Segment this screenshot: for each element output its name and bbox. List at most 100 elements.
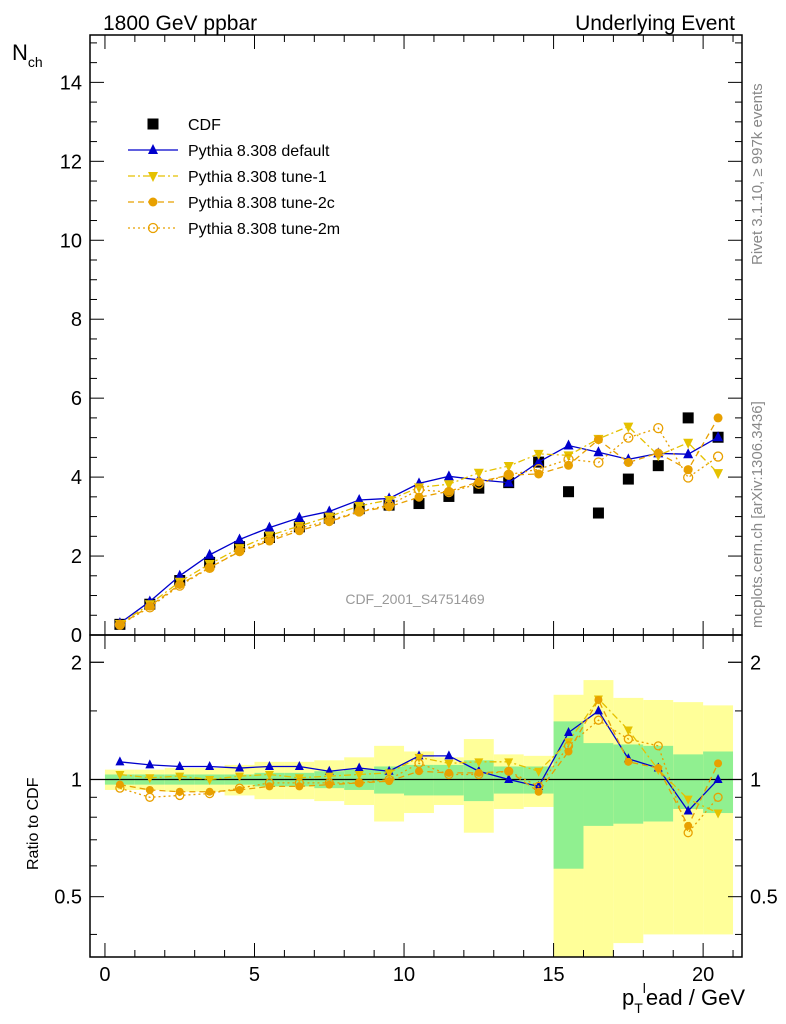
ratio-point	[593, 705, 603, 715]
ratio-point	[175, 772, 185, 782]
ratio-xtick-label: 0	[99, 964, 110, 986]
ratio-xtick-label: 10	[393, 964, 415, 986]
mcplots-label: mcplots.cern.ch [arXiv:1306.3436]	[749, 401, 766, 628]
ratio-point	[264, 770, 274, 780]
ratio-point	[683, 828, 693, 838]
ratio-point	[234, 783, 245, 793]
ratio-ytick-label-right: 0.5	[750, 887, 778, 909]
main-ytick-label: 12	[60, 151, 82, 173]
ratio-point	[384, 769, 394, 779]
main-point	[563, 439, 574, 450]
main-point	[264, 531, 275, 542]
main-point	[683, 465, 693, 475]
main-point	[503, 469, 514, 480]
main-point	[623, 458, 633, 467]
ratio-point	[504, 767, 513, 776]
ratio-point	[623, 726, 633, 736]
ratio-point	[684, 821, 693, 830]
legend-label: Pythia 8.308 tune-2c	[188, 195, 335, 212]
main-point	[473, 468, 484, 479]
main-point	[713, 431, 724, 442]
ratio-point	[115, 756, 125, 766]
main-ytick-label: 14	[60, 72, 82, 94]
main-point	[235, 547, 245, 557]
main-ytick-label: 4	[71, 467, 82, 489]
main-point	[683, 472, 694, 483]
ratio-point	[145, 792, 155, 802]
main-ytick-label: 8	[71, 309, 82, 331]
ratio-point	[414, 753, 424, 763]
ratio-point	[474, 758, 484, 768]
main-point	[623, 422, 634, 433]
ratio-point	[683, 795, 693, 805]
main-point	[593, 446, 604, 457]
main-point	[533, 449, 544, 460]
main-point	[592, 507, 604, 519]
main-point	[533, 464, 544, 475]
band-outer	[703, 705, 734, 935]
legend-label: CDF	[188, 117, 221, 134]
main-point	[324, 515, 335, 526]
ratio-point	[384, 774, 394, 785]
ratio-point	[444, 759, 454, 769]
ratio-point	[713, 792, 723, 802]
ratio-point	[115, 783, 125, 793]
main-point	[264, 534, 275, 545]
main-point	[443, 480, 454, 491]
ratio-point	[324, 772, 334, 782]
main-point	[503, 476, 514, 487]
ratio-point	[324, 765, 334, 775]
ratio-point	[354, 762, 364, 772]
ratio-point	[564, 738, 574, 748]
ratio-point	[594, 696, 603, 705]
ratio-point	[654, 764, 663, 773]
legend-marker	[148, 172, 158, 182]
ratio-xtick-label: 20	[692, 964, 714, 986]
legend-label: Pythia 8.308 tune-1	[188, 169, 327, 186]
ratio-panel-axes: 0 5 10 15 20 0.5 0.5 1 1 2 2	[54, 634, 778, 986]
ratio-point	[264, 778, 275, 788]
ratio-point	[714, 759, 723, 768]
main-point	[563, 454, 574, 465]
right-title: Underlying Event	[575, 12, 735, 35]
main-point	[653, 448, 663, 458]
main-point	[622, 473, 634, 485]
main-point	[174, 580, 185, 591]
main-series-line	[119, 427, 719, 626]
ratio-point	[264, 760, 274, 770]
main-point	[413, 498, 425, 510]
ratio-xtick-label: 15	[542, 964, 564, 986]
band-outer	[673, 702, 704, 935]
ratio-point	[175, 790, 185, 801]
ratio-point	[354, 778, 364, 788]
main-point	[533, 456, 544, 467]
ratio-point	[145, 759, 155, 769]
main-point	[294, 523, 305, 534]
ratio-point	[563, 741, 574, 751]
main-point	[503, 462, 514, 473]
main-point	[414, 492, 424, 502]
ratio-point	[653, 741, 663, 751]
ratio-point	[414, 767, 423, 776]
ratio-point	[204, 788, 215, 799]
main-point	[712, 451, 724, 462]
main-point	[563, 486, 575, 498]
main-point	[264, 521, 275, 532]
ratio-ytick-label: 0.5	[54, 887, 82, 909]
main-point	[354, 494, 365, 504]
ratio-point	[414, 758, 424, 769]
ratio-point	[624, 757, 633, 766]
left-title: 1800 GeV ppbar	[103, 12, 257, 35]
band-inner	[643, 745, 674, 822]
ratio-point	[713, 809, 723, 819]
main-point	[683, 448, 694, 459]
ratio-panel-series	[115, 695, 723, 838]
main-point	[653, 423, 664, 434]
ratio-point	[145, 785, 154, 794]
main-point	[623, 432, 634, 443]
main-point	[144, 602, 155, 613]
main-point	[354, 506, 365, 517]
ratio-point	[205, 775, 215, 785]
main-point	[652, 460, 664, 472]
